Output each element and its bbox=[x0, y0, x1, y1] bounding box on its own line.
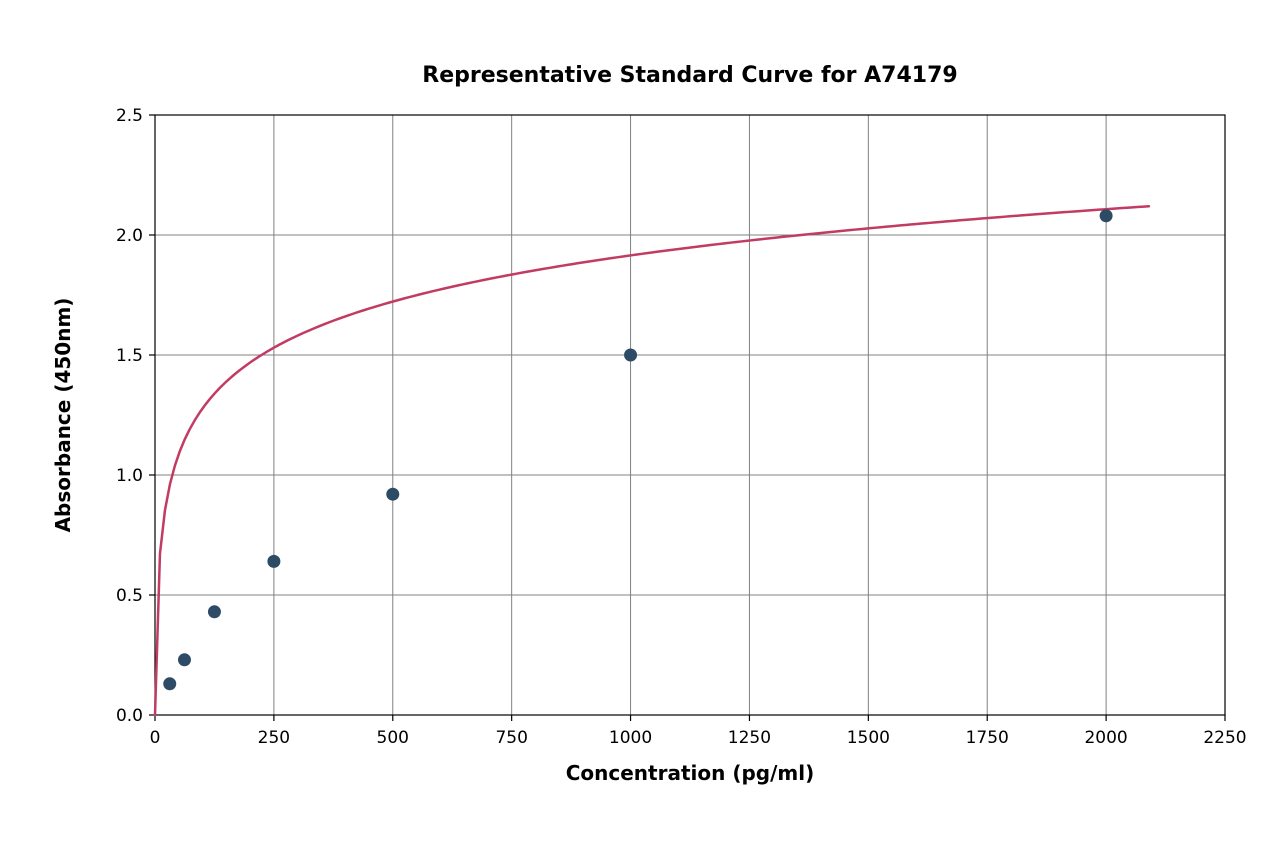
x-tick-label: 1750 bbox=[966, 728, 1009, 748]
data-point bbox=[267, 555, 280, 568]
y-tick-label: 0.5 bbox=[116, 586, 143, 606]
y-tick-label: 1.5 bbox=[116, 346, 143, 366]
x-tick-label: 1000 bbox=[609, 728, 652, 748]
x-tick-label: 0 bbox=[150, 728, 161, 748]
y-axis-label: Absorbance (450nm) bbox=[51, 298, 75, 533]
data-point bbox=[163, 677, 176, 690]
y-tick-label: 1.0 bbox=[116, 466, 143, 486]
x-tick-label: 250 bbox=[258, 728, 290, 748]
plot-area bbox=[155, 115, 1225, 715]
x-tick-label: 1250 bbox=[728, 728, 771, 748]
chart-container: 0 250 500 750 1000 1250 1500 1750 2000 2250 0.0 0.5… bbox=[0, 0, 1280, 845]
data-point bbox=[386, 488, 399, 501]
data-point bbox=[178, 653, 191, 666]
data-point bbox=[208, 605, 221, 618]
chart-title: Representative Standard Curve for A74179 bbox=[422, 63, 957, 88]
x-tick-label: 2000 bbox=[1084, 728, 1127, 748]
y-tick-label: 2.0 bbox=[116, 226, 143, 246]
x-tick-label: 750 bbox=[495, 728, 527, 748]
y-tick-label: 2.5 bbox=[116, 106, 143, 126]
x-tick-label: 2250 bbox=[1203, 728, 1246, 748]
data-point bbox=[624, 349, 637, 362]
x-tick-label: 500 bbox=[377, 728, 409, 748]
x-axis-label: Concentration (pg/ml) bbox=[566, 761, 815, 785]
x-tick-label: 1500 bbox=[847, 728, 890, 748]
y-tick-label: 0.0 bbox=[116, 706, 143, 726]
data-point bbox=[1100, 209, 1113, 222]
standard-curve-chart: 0 250 500 750 1000 1250 1500 1750 2000 2250 0.0 0.5… bbox=[0, 0, 1280, 845]
